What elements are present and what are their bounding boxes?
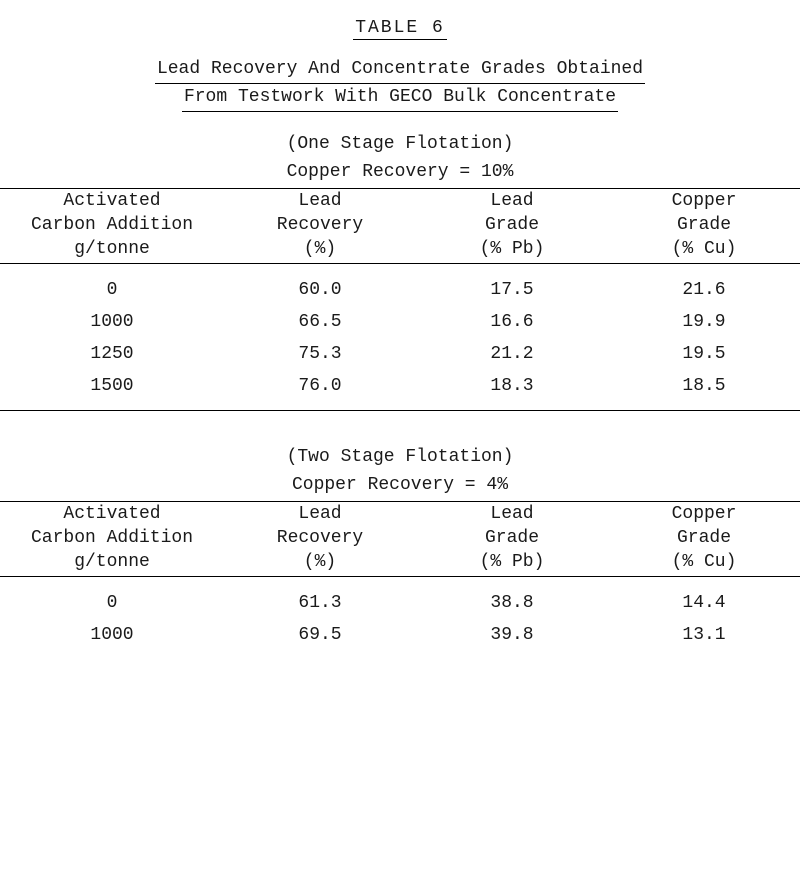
cell: 1250	[0, 338, 224, 370]
table-number: TABLE 6	[0, 18, 800, 38]
col-header: (% Cu)	[608, 237, 800, 264]
col-header: Grade	[608, 526, 800, 550]
cell: 21.6	[608, 264, 800, 307]
table-row: 1500 76.0 18.3 18.5	[0, 370, 800, 411]
col-header: Recovery	[224, 526, 416, 550]
cell: 76.0	[224, 370, 416, 411]
col-header: Activated	[0, 189, 224, 214]
cell: 66.5	[224, 306, 416, 338]
cell: 0	[0, 577, 224, 620]
data-table-1: Activated Lead Lead Copper Carbon Additi…	[0, 188, 800, 411]
cell: 75.3	[224, 338, 416, 370]
col-header: Grade	[416, 526, 608, 550]
title-line-1: Lead Recovery And Concentrate Grades Obt…	[155, 56, 645, 84]
cell: 39.8	[416, 619, 608, 651]
col-header: Lead	[416, 502, 608, 527]
cell: 18.5	[608, 370, 800, 411]
stage-label-1: (One Stage Flotation)	[0, 134, 800, 154]
cell: 21.2	[416, 338, 608, 370]
cell: 19.5	[608, 338, 800, 370]
col-header: Grade	[416, 213, 608, 237]
table-row: 1000 69.5 39.8 13.1	[0, 619, 800, 651]
col-header: Lead	[224, 189, 416, 214]
cell: 60.0	[224, 264, 416, 307]
col-header: (% Cu)	[608, 550, 800, 577]
col-header: Recovery	[224, 213, 416, 237]
cell: 13.1	[608, 619, 800, 651]
col-header: Carbon Addition	[0, 213, 224, 237]
col-header: g/tonne	[0, 550, 224, 577]
col-header: (% Pb)	[416, 550, 608, 577]
copper-recovery-2: Copper Recovery = 4%	[0, 475, 800, 495]
cell: 38.8	[416, 577, 608, 620]
cell: 61.3	[224, 577, 416, 620]
col-header: (%)	[224, 550, 416, 577]
cell: 18.3	[416, 370, 608, 411]
col-header: Grade	[608, 213, 800, 237]
table-row: 1250 75.3 21.2 19.5	[0, 338, 800, 370]
title-line-2: From Testwork With GECO Bulk Concentrate	[182, 84, 618, 112]
col-header: Carbon Addition	[0, 526, 224, 550]
table-row: 1000 66.5 16.6 19.9	[0, 306, 800, 338]
cell: 14.4	[608, 577, 800, 620]
col-header: Copper	[608, 502, 800, 527]
col-header: Activated	[0, 502, 224, 527]
col-header: g/tonne	[0, 237, 224, 264]
cell: 16.6	[416, 306, 608, 338]
cell: 1500	[0, 370, 224, 411]
table-row: 0 60.0 17.5 21.6	[0, 264, 800, 307]
data-table-2: Activated Lead Lead Copper Carbon Additi…	[0, 501, 800, 651]
col-header: Lead	[224, 502, 416, 527]
col-header: Lead	[416, 189, 608, 214]
col-header: (%)	[224, 237, 416, 264]
stage-label-2: (Two Stage Flotation)	[0, 447, 800, 467]
cell: 1000	[0, 306, 224, 338]
cell: 0	[0, 264, 224, 307]
copper-recovery-1: Copper Recovery = 10%	[0, 162, 800, 182]
cell: 17.5	[416, 264, 608, 307]
cell: 1000	[0, 619, 224, 651]
col-header: (% Pb)	[416, 237, 608, 264]
table-number-text: TABLE 6	[353, 18, 447, 40]
cell: 19.9	[608, 306, 800, 338]
cell: 69.5	[224, 619, 416, 651]
table-row: 0 61.3 38.8 14.4	[0, 577, 800, 620]
section-gap	[0, 411, 800, 439]
title-block: Lead Recovery And Concentrate Grades Obt…	[0, 56, 800, 112]
col-header: Copper	[608, 189, 800, 214]
document-page: TABLE 6 Lead Recovery And Concentrate Gr…	[0, 0, 800, 651]
